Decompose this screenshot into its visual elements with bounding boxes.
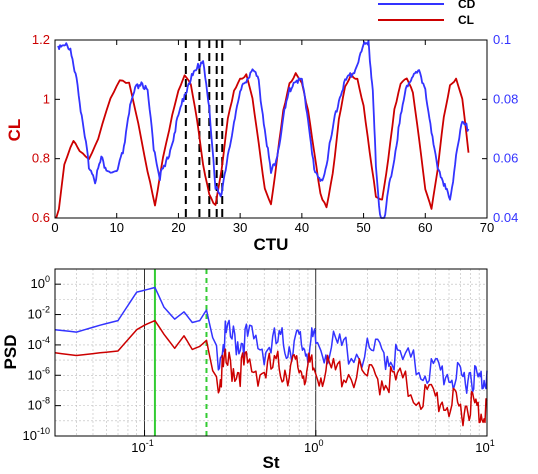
legend-cl-label: CL: [458, 13, 474, 27]
psd-line-cd: [54, 286, 488, 394]
top-x-tick-label: 0: [51, 220, 58, 235]
legend-cd-label: CD: [458, 0, 476, 11]
bottom-y-tick-label: 10-8: [28, 396, 50, 413]
top-y-axis-title: CL: [5, 119, 24, 142]
top-x-tick-label: 50: [356, 220, 370, 235]
bottom-x-tick-label: 100: [304, 438, 323, 455]
top-y2-tick-label: 0.08: [493, 91, 518, 106]
series-line-cd: [57, 39, 470, 219]
bottom-y-tick-label: 100: [31, 274, 50, 291]
top-x-tick-label: 20: [171, 220, 185, 235]
bottom-y-axis-title: PSD: [1, 335, 20, 370]
top-x-tick-label: 70: [480, 220, 494, 235]
top-plot-frame: [54, 39, 488, 219]
top-x-tick-label: 40: [295, 220, 309, 235]
psd-line-cl: [54, 319, 488, 427]
bottom-x-tick-label: 10-1: [131, 438, 153, 455]
top-y2-tick-label: 0.04: [493, 210, 518, 225]
top-x-tick-label: 30: [233, 220, 247, 235]
bottom-y-tick-label: 10-2: [28, 305, 50, 322]
bottom-x-axis-title: St: [263, 453, 280, 472]
bottom-y-tick-label: 10-10: [23, 426, 50, 443]
top-y-tick-label: 0.6: [32, 210, 50, 225]
top-y-tick-label: 1.2: [32, 32, 50, 47]
top-x-tick-label: 60: [418, 220, 432, 235]
top-x-axis-title: CTU: [254, 235, 289, 254]
top-y-tick-label: 0.8: [32, 151, 50, 166]
bottom-y-tick-label: 10-4: [28, 335, 50, 352]
bottom-chart: 10-1 100 101 100 10-2 10-4 10-6 10-8 10-10 St PS…: [1, 268, 495, 472]
top-y2-tick-label: 0.1: [493, 32, 511, 47]
bottom-y-tick-label: 10-6: [28, 365, 50, 382]
top-y-tick-label: 1: [43, 91, 50, 106]
series-line-cl: [55, 72, 470, 219]
top-y2-tick-label: 0.06: [493, 151, 518, 166]
legend: CD CL: [378, 0, 476, 27]
top-chart: 0 10 20 30 40 50 60 70 0.6 0.8 1 1.2 0.04 0.06 0.08 0.1…: [5, 32, 518, 254]
bottom-x-tick-label: 101: [475, 438, 494, 455]
top-x-tick-label: 10: [109, 220, 123, 235]
bottom-plot-frame: [54, 268, 488, 437]
